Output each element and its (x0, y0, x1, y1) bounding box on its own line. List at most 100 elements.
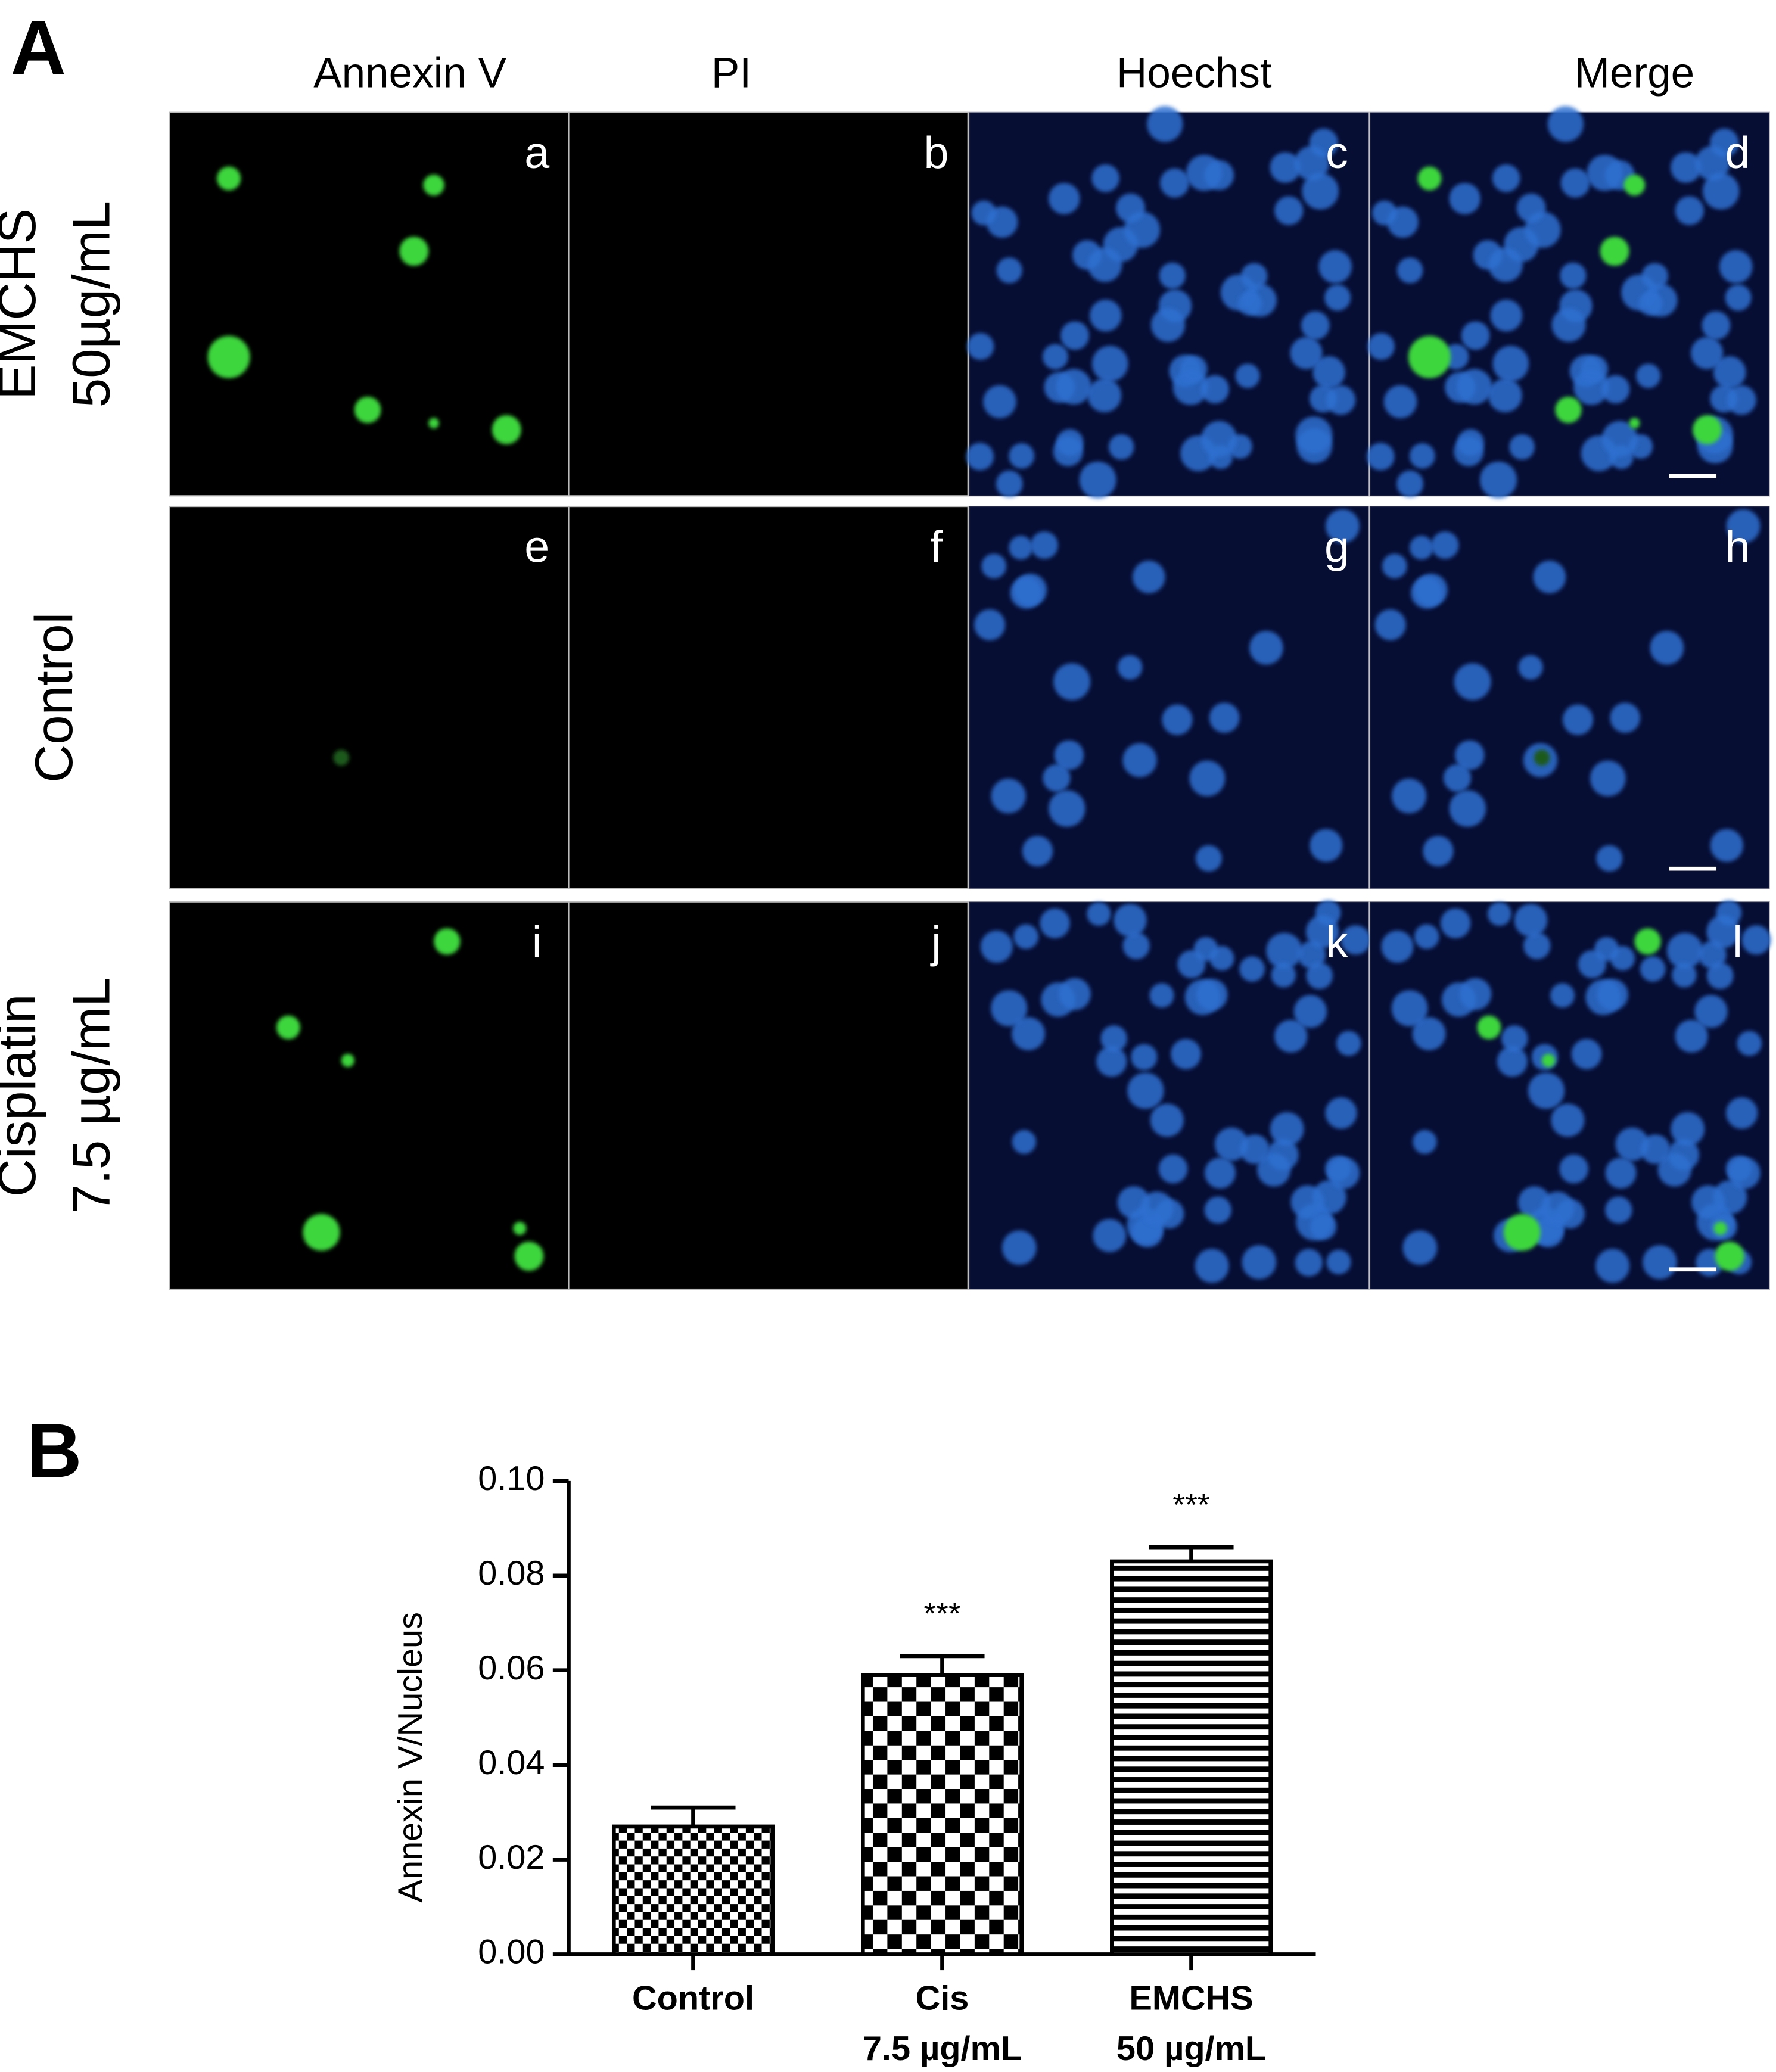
panel-letter: a (524, 127, 549, 178)
nucleus (1132, 561, 1165, 593)
nucleus (1205, 1157, 1236, 1189)
nucleus (1541, 1191, 1575, 1225)
column-header: Hoechst (1116, 49, 1272, 97)
nucleus (1449, 183, 1480, 214)
nucleus (1559, 1154, 1588, 1184)
nucleus (1295, 416, 1333, 454)
nucleus (1204, 1196, 1231, 1224)
nucleus (1461, 321, 1490, 350)
nucleus (1728, 1157, 1761, 1189)
nucleus (1100, 1025, 1127, 1052)
nucleus (1214, 1127, 1249, 1161)
annexin-cell (207, 335, 250, 378)
row-label: EMCHS (0, 209, 46, 400)
bar-chart: 0.00 0.02 0.04 0.06 0.08 0.10 Annexin V/Nucleu… (391, 1460, 1316, 2068)
nucleus (1480, 461, 1517, 499)
panel-letter: d (1725, 127, 1750, 178)
nucleus (1060, 321, 1090, 350)
column-header: Annexin V (313, 49, 506, 97)
column-header: PI (711, 49, 751, 97)
annexin-cell (303, 1214, 340, 1251)
annexin-cell (1477, 1015, 1501, 1040)
nucleus (1725, 284, 1752, 311)
bar (611, 1824, 775, 1956)
nucleus (1031, 531, 1059, 559)
nucleus (974, 609, 1006, 640)
nucleus (1290, 337, 1323, 369)
nucleus (996, 470, 1023, 497)
nucleus (1391, 779, 1427, 814)
nucleus (1412, 1017, 1446, 1051)
nucleus (1657, 1153, 1691, 1187)
nucleus (1270, 152, 1301, 183)
micrograph (568, 505, 969, 889)
nucleus (1087, 247, 1122, 282)
nucleus (991, 990, 1028, 1026)
panel-label: B (26, 1408, 82, 1494)
annexin-cell (1417, 166, 1442, 191)
nucleus (1523, 932, 1551, 960)
annexin-cell (434, 928, 461, 955)
nucleus (1293, 995, 1327, 1028)
nucleus (1001, 1230, 1037, 1265)
nucleus (1326, 509, 1360, 543)
annexin-cell (1542, 1053, 1556, 1068)
nucleus (1209, 946, 1234, 971)
nucleus (1726, 1097, 1758, 1129)
nucleus (1698, 941, 1727, 969)
nucleus (1294, 145, 1329, 181)
nucleus (1396, 257, 1423, 284)
nucleus (1501, 1025, 1528, 1052)
nucleus (1706, 915, 1740, 948)
panel-letter: k (1326, 917, 1348, 967)
nucleus (1671, 152, 1702, 183)
nucleus (1562, 704, 1594, 735)
nucleus (1396, 470, 1424, 497)
nucleus (1411, 577, 1443, 609)
annexin-cell (423, 174, 444, 196)
nucleus (1672, 963, 1697, 988)
significance-label: *** (1172, 1488, 1209, 1523)
annexin-cell (513, 1221, 527, 1236)
nucleus (1054, 740, 1084, 770)
nucleus (1079, 461, 1116, 499)
nucleus (1487, 901, 1511, 926)
nucleus (1610, 702, 1641, 733)
nucleus (1012, 1017, 1045, 1051)
annexin-cell (354, 396, 381, 424)
annexin-cell (217, 166, 241, 191)
nucleus (1374, 609, 1406, 640)
row-label: 7.5 µg/mL (61, 978, 120, 1214)
nucleus (1518, 655, 1543, 680)
y-tick-label: 0.10 (478, 1460, 545, 1498)
micrograph-background (969, 506, 1369, 889)
nucleus (1423, 836, 1454, 867)
nucleus (1326, 1249, 1351, 1275)
nucleus (1694, 995, 1728, 1028)
nucleus (1578, 950, 1606, 979)
nucleus (981, 553, 1007, 579)
panel-letter: i (532, 917, 542, 967)
nucleus (1702, 311, 1731, 340)
nucleus (1719, 250, 1753, 284)
nucleus (1615, 1127, 1649, 1161)
nucleus (1443, 764, 1472, 792)
nucleus (1087, 378, 1122, 413)
nucleus (1159, 262, 1186, 289)
nucleus (1726, 509, 1761, 543)
nucleus (1201, 421, 1237, 458)
nucleus (1043, 764, 1071, 792)
nucleus (1053, 663, 1091, 701)
nucleus (1242, 1245, 1276, 1280)
nucleus (1691, 1185, 1725, 1219)
nucleus (1195, 1249, 1229, 1283)
nucleus (1695, 145, 1730, 181)
nucleus (1640, 956, 1666, 982)
nucleus (1727, 385, 1756, 415)
nucleus (1116, 193, 1146, 223)
x-tick-label: EMCHS (1129, 1980, 1253, 2018)
nucleus (1150, 307, 1186, 342)
annexin-cell (1408, 335, 1451, 378)
nucleus (1271, 963, 1296, 988)
panel-letter: b (924, 127, 949, 178)
